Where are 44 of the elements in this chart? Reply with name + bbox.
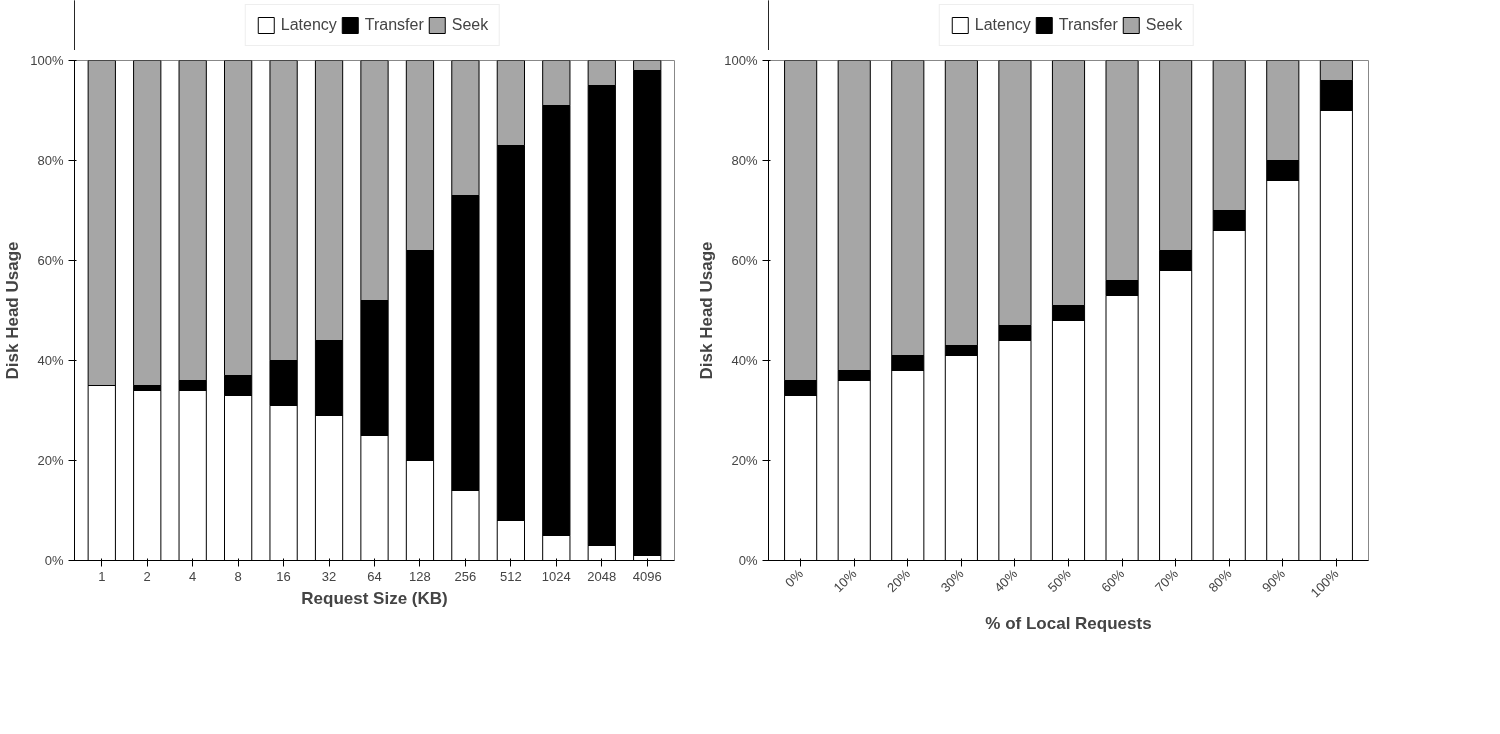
x-tick-label: 80% [1205,565,1235,596]
x-tick-label: 64 [367,568,382,584]
y-tick-label: 40% [37,353,64,368]
y-axis-title: Disk Head Usage [697,241,717,380]
x-tick-label: 1 [98,568,106,584]
y-tick-label: 100% [30,53,64,68]
x-tick-label: 8 [234,568,242,584]
y-tick-label: 20% [731,453,758,468]
x-tick-label: 128 [409,568,431,584]
x-tick-label: 70% [1151,565,1182,596]
x-tick-label: 40% [991,565,1021,596]
x-tick-label: 50% [1044,565,1075,596]
y-tick-label: 0% [44,553,64,568]
y-tick-label: 20% [37,453,64,468]
x-tick-label: 16 [276,568,291,584]
x-tick-label: 32 [321,568,337,584]
legend-label: Seek [451,16,489,34]
x-axis-title: Request Size (KB) [301,588,448,608]
x-tick-label: 2 [143,568,151,584]
x-tick-label: 512 [500,568,522,584]
x-tick-label: 30% [937,565,967,596]
x-tick-label: 256 [454,568,477,584]
y-axis-title: Disk Head Usage [3,241,23,380]
legend-label: Transfer [1058,16,1118,34]
x-tick-label: 4096 [632,568,662,584]
x-tick-label: 10% [830,565,860,596]
legend-label: Transfer [364,16,424,34]
y-tick-label: 60% [731,253,758,268]
x-tick-label: 1024 [541,568,571,584]
y-tick-label: 0% [738,553,758,568]
legend-label: Latency [974,16,1031,34]
y-tick-label: 60% [37,253,64,268]
legend-label: Seek [1145,16,1183,34]
legend-label: Latency [280,16,337,34]
y-tick-label: 80% [37,153,64,168]
y-tick-label: 100% [724,53,758,68]
x-tick-label: 2048 [587,568,617,584]
x-tick-label: 0% [782,565,807,591]
x-axis-title: % of Local Requests [985,613,1152,633]
x-tick-label: 60% [1098,565,1128,596]
y-tick-label: 80% [731,153,758,168]
x-tick-label: 90% [1259,565,1289,596]
x-tick-label: 4 [189,568,197,584]
y-tick-label: 40% [731,353,758,368]
